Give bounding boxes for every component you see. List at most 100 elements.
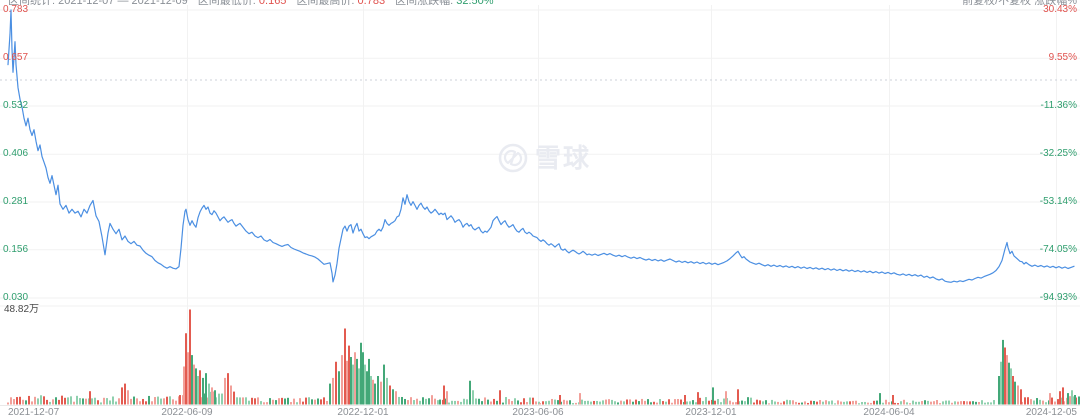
volume-bar <box>278 398 280 405</box>
volume-bar <box>526 402 528 405</box>
volume-bar <box>130 398 132 405</box>
volume-bar <box>413 400 415 405</box>
volume-bar <box>272 399 274 405</box>
volume-bar <box>356 358 358 405</box>
volume-bar <box>76 395 78 405</box>
volume-bar <box>475 398 477 405</box>
volume-bar <box>446 391 448 405</box>
volume-bar <box>750 397 752 405</box>
volume-bar <box>725 391 727 405</box>
volume-bar <box>840 401 842 405</box>
volume-bar <box>269 398 271 405</box>
volume-bar <box>1033 400 1035 405</box>
volume-bar <box>10 397 12 405</box>
volume-bar <box>892 395 894 405</box>
volume-bar <box>82 398 84 405</box>
volume-bar <box>629 399 631 405</box>
volume-bar <box>1049 393 1051 405</box>
volume-bar <box>505 397 507 405</box>
volume-bar <box>389 385 391 405</box>
volume-bar <box>855 400 857 405</box>
volume-bar <box>251 397 253 405</box>
volume-bar <box>1006 355 1008 405</box>
volume-bar <box>326 400 328 405</box>
volume-bar <box>1008 362 1010 405</box>
volume-bar <box>395 391 397 405</box>
volume-bar <box>169 396 171 405</box>
adjust-mode-toggle[interactable]: 前复权/不复权 涨跌幅% <box>817 0 1077 5</box>
volume-bar <box>801 402 803 405</box>
volume-bar <box>266 402 268 405</box>
volume-bar <box>37 398 39 405</box>
volume-bar <box>79 398 81 405</box>
volume-bar <box>275 400 277 405</box>
volume-bar <box>554 399 556 405</box>
volume-bar <box>677 398 679 405</box>
volume-bar <box>139 401 141 405</box>
volume-bar <box>422 397 424 405</box>
volume-bar <box>354 352 356 405</box>
volume-bar <box>708 400 710 405</box>
volume-bar <box>753 402 755 405</box>
volume-bar <box>329 383 331 405</box>
volume-bar <box>52 399 54 405</box>
volume-bar <box>981 400 983 405</box>
date-label: 2022-12-01 <box>337 407 389 418</box>
volume-bar <box>680 399 682 405</box>
volume-bar <box>145 401 147 405</box>
volume-bar <box>360 342 362 405</box>
volume-bar <box>804 401 806 405</box>
volume-bar <box>762 401 764 405</box>
volume-bar <box>290 402 292 405</box>
volume-bar <box>407 400 409 405</box>
volume-bar <box>653 401 655 405</box>
volume-bar <box>175 400 177 405</box>
volume-bar <box>822 401 824 405</box>
volume-bar <box>671 402 673 405</box>
volume-bar <box>230 385 232 405</box>
volume-bar <box>692 400 694 405</box>
volume-bar <box>257 397 259 405</box>
volume-bar <box>945 400 947 405</box>
date-label: 2023-12-01 <box>685 407 737 418</box>
volume-bar <box>350 357 352 405</box>
volume-bar <box>22 399 24 405</box>
volume-bar <box>195 368 197 405</box>
volume-bar <box>392 389 394 405</box>
volume-bar <box>211 387 213 405</box>
volume-bar <box>1036 398 1038 405</box>
date-label: 2024-06-04 <box>863 407 915 418</box>
volume-bar <box>870 402 872 405</box>
volume-bar <box>103 397 105 405</box>
volume-bar <box>557 400 559 405</box>
volume-bar <box>843 401 845 405</box>
volume-bar <box>335 361 337 405</box>
volume-bar <box>368 358 370 405</box>
volume-bar <box>358 368 360 405</box>
volume-bar <box>689 401 691 405</box>
volume-bar <box>106 398 108 405</box>
volume-bar <box>737 389 739 405</box>
volume-bar <box>214 390 216 405</box>
volume-bar <box>490 401 492 405</box>
volume-bar <box>614 401 616 405</box>
volume-bar <box>386 377 388 405</box>
volume-bar <box>695 402 697 405</box>
volume-bar <box>254 398 256 405</box>
volume-bar <box>587 400 589 405</box>
volume-bar <box>157 396 159 405</box>
volume-bar <box>260 401 262 405</box>
volume-bar <box>419 400 421 405</box>
volume-bar <box>837 400 839 405</box>
volume-bar <box>969 401 971 405</box>
volume-bar <box>311 399 313 405</box>
volume-bar <box>1017 385 1019 405</box>
volume-bar <box>1024 397 1026 405</box>
volume-bar <box>714 400 716 405</box>
volume-bar <box>160 398 162 405</box>
volume-bar <box>380 381 382 405</box>
volume-bar <box>514 398 516 405</box>
volume-bar <box>783 401 785 405</box>
volume-bar <box>166 396 168 405</box>
